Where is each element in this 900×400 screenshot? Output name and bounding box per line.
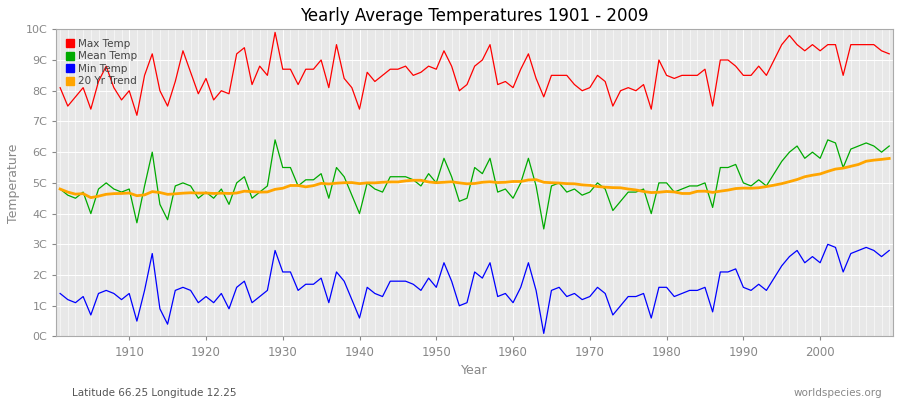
Y-axis label: Temperature: Temperature: [7, 143, 20, 222]
X-axis label: Year: Year: [462, 364, 488, 377]
Text: Latitude 66.25 Longitude 12.25: Latitude 66.25 Longitude 12.25: [72, 388, 237, 398]
Text: worldspecies.org: worldspecies.org: [794, 388, 882, 398]
Title: Yearly Average Temperatures 1901 - 2009: Yearly Average Temperatures 1901 - 2009: [301, 7, 649, 25]
Legend: Max Temp, Mean Temp, Min Temp, 20 Yr Trend: Max Temp, Mean Temp, Min Temp, 20 Yr Tre…: [61, 34, 141, 91]
